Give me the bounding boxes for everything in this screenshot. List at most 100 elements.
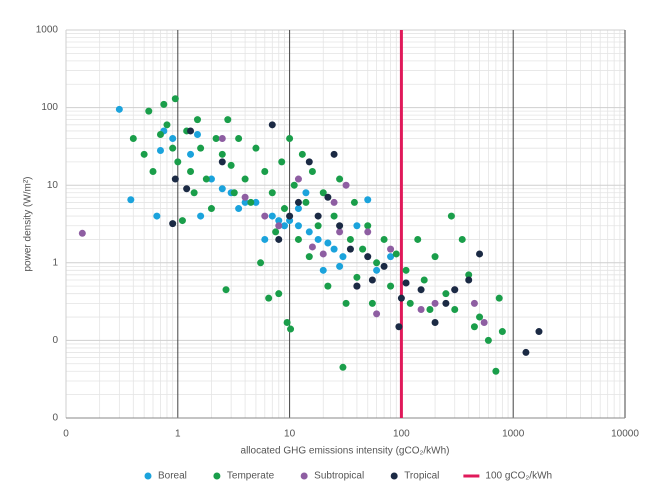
data-point <box>480 319 488 327</box>
data-point <box>278 158 286 166</box>
data-point <box>465 276 473 284</box>
legend-label: 100 gCO₂/kWh <box>485 471 552 482</box>
x-tick-label: 10 <box>284 429 296 440</box>
data-point <box>330 198 338 206</box>
data-point <box>319 189 327 197</box>
x-axis-label: allocated GHG emissions intensity (gCO₂/… <box>241 446 450 457</box>
data-point <box>431 299 439 307</box>
data-point <box>324 193 332 201</box>
data-point <box>187 150 195 158</box>
data-point <box>492 367 500 375</box>
data-point <box>235 134 243 142</box>
data-point <box>207 205 215 213</box>
data-point <box>294 175 302 183</box>
data-point <box>414 235 422 243</box>
data-point <box>302 189 310 197</box>
legend-marker <box>144 472 152 480</box>
data-point <box>145 107 153 115</box>
data-point <box>417 306 425 314</box>
data-point <box>395 323 403 331</box>
data-point <box>280 222 288 230</box>
data-point <box>212 134 220 142</box>
data-point <box>522 348 530 356</box>
data-point <box>265 294 273 302</box>
y-tick-label: 10 <box>47 180 59 191</box>
data-point <box>364 196 372 204</box>
legend-marker <box>390 472 398 480</box>
data-point <box>447 212 455 220</box>
data-point <box>149 168 157 176</box>
data-point <box>535 328 543 336</box>
data-point <box>339 363 347 371</box>
data-point <box>183 185 191 193</box>
data-point <box>275 217 283 225</box>
data-point <box>314 222 322 230</box>
legend-label: Temperate <box>227 471 275 482</box>
data-point <box>218 150 226 158</box>
data-point <box>227 161 235 169</box>
data-point <box>294 205 302 213</box>
data-point <box>252 198 260 206</box>
data-point <box>174 158 182 166</box>
data-point <box>193 116 201 124</box>
data-point <box>283 319 291 327</box>
data-point <box>171 95 179 103</box>
data-point <box>442 290 450 298</box>
data-point <box>290 181 298 189</box>
data-point <box>373 259 381 267</box>
data-point <box>484 336 492 344</box>
legend-marker <box>300 472 308 480</box>
data-point <box>286 212 294 220</box>
data-point <box>308 168 316 176</box>
data-point <box>169 220 177 228</box>
data-point <box>476 313 484 321</box>
data-point <box>380 262 388 270</box>
data-point <box>275 290 283 298</box>
data-point <box>275 235 283 243</box>
data-point <box>294 198 302 206</box>
data-point <box>387 253 395 261</box>
legend-label: Subtropical <box>314 471 364 482</box>
data-point <box>235 205 243 213</box>
data-point <box>470 323 478 331</box>
data-point <box>275 222 283 230</box>
data-point <box>78 229 86 237</box>
data-point <box>190 189 198 197</box>
data-point <box>495 294 503 302</box>
data-point <box>364 228 372 236</box>
data-point <box>305 228 313 236</box>
data-point <box>268 189 276 197</box>
data-point <box>458 235 466 243</box>
data-point <box>392 250 400 258</box>
data-point <box>261 235 269 243</box>
data-point <box>417 286 425 294</box>
y-axis-label: power density (W/m²) <box>23 176 34 271</box>
data-point <box>153 212 161 220</box>
data-point <box>230 189 238 197</box>
data-point <box>308 243 316 251</box>
data-point <box>241 193 249 201</box>
data-point <box>294 235 302 243</box>
data-point <box>406 299 414 307</box>
legend-label: Tropical <box>404 471 439 482</box>
data-point <box>397 294 405 302</box>
data-point <box>129 134 137 142</box>
legend-marker <box>213 472 221 480</box>
y-tick-label: 0 <box>52 413 58 424</box>
data-point <box>160 100 168 108</box>
data-point <box>336 175 344 183</box>
data-point <box>268 212 276 220</box>
data-point <box>241 198 249 206</box>
data-point <box>346 235 354 243</box>
data-point <box>359 245 367 253</box>
data-point <box>373 310 381 318</box>
data-point <box>218 185 226 193</box>
data-point <box>193 131 201 139</box>
data-point <box>305 158 313 166</box>
y-tick-label: 1000 <box>36 25 59 36</box>
data-point <box>302 198 310 206</box>
data-point <box>218 158 226 166</box>
data-point <box>353 222 361 230</box>
data-point <box>202 175 210 183</box>
data-point <box>247 198 255 206</box>
